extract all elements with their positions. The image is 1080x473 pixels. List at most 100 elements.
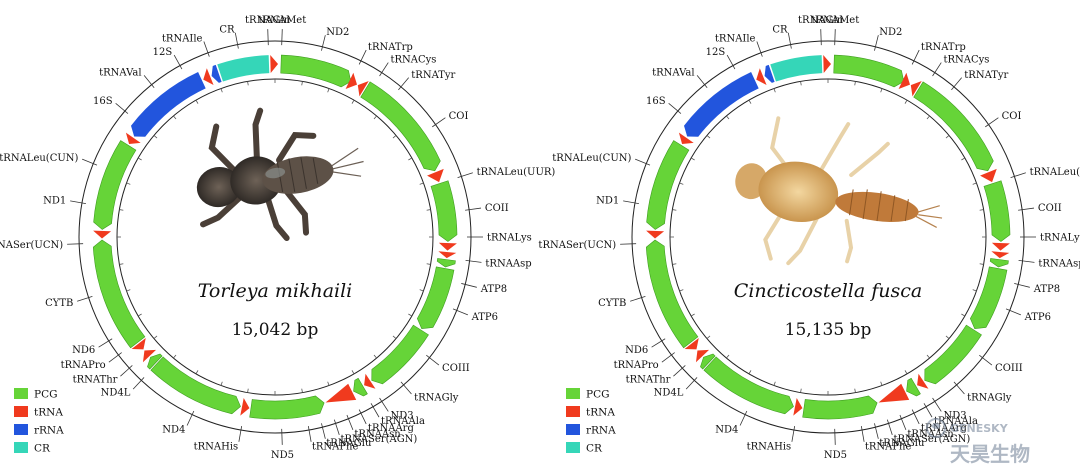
label-leader bbox=[739, 410, 748, 426]
gene-label: tRNALeu(CUN) bbox=[552, 153, 631, 164]
feature-ring bbox=[92, 54, 458, 420]
gene-label: ND3 bbox=[390, 410, 413, 421]
pcg-segment bbox=[646, 140, 690, 230]
tick-mark bbox=[706, 135, 711, 139]
label-leader bbox=[115, 102, 129, 114]
tick-mark bbox=[979, 209, 984, 211]
pcg-segment bbox=[924, 324, 982, 385]
tick-mark bbox=[854, 388, 856, 393]
gene-label: tRNAAsp bbox=[1038, 258, 1080, 269]
tick-mark bbox=[327, 88, 330, 93]
tick-mark bbox=[800, 388, 802, 393]
gene-label: ND4 bbox=[162, 425, 185, 436]
gene-label: tRNAArg bbox=[368, 423, 415, 434]
label-leader bbox=[98, 338, 113, 348]
gene-label: tRNAPro bbox=[61, 360, 106, 371]
cr-segment bbox=[770, 55, 823, 82]
label-leader bbox=[457, 172, 473, 179]
label-leader bbox=[398, 77, 410, 91]
legend-swatch-trna bbox=[14, 406, 28, 417]
tick-mark bbox=[926, 115, 930, 120]
pcg-segment bbox=[150, 356, 241, 415]
label-leader bbox=[67, 243, 84, 245]
tick-mark bbox=[126, 182, 131, 185]
trna-segment bbox=[427, 168, 444, 183]
tick-mark bbox=[945, 135, 950, 139]
label-leader bbox=[358, 49, 367, 65]
gene-labels: tRNAMet CR tRNAGln ND2 tRNATrp tRNACys tRNATyr… bbox=[538, 15, 1080, 461]
gene-label: tRNASer(AGN) bbox=[894, 434, 971, 445]
tick-mark bbox=[926, 354, 930, 359]
trna-segment bbox=[240, 397, 250, 416]
trna-segment bbox=[364, 373, 376, 389]
label-leader bbox=[173, 54, 183, 70]
inner-circle bbox=[669, 78, 987, 396]
label-leader bbox=[1018, 207, 1035, 211]
label-leader bbox=[281, 29, 283, 46]
label-leader bbox=[1005, 308, 1022, 316]
label-leader bbox=[465, 207, 482, 211]
label-leader bbox=[899, 414, 907, 431]
gene-label: tRNASer(AGN) bbox=[341, 434, 418, 445]
label-leader bbox=[874, 423, 879, 439]
tick-mark bbox=[195, 370, 199, 375]
gene-label: ND6 bbox=[72, 345, 95, 356]
pcg-segment bbox=[93, 140, 137, 230]
rrna-segment bbox=[683, 72, 759, 137]
tick-mark bbox=[153, 135, 158, 139]
gene-label: tRNAThr bbox=[626, 374, 671, 385]
tick-mark bbox=[301, 81, 303, 86]
gene-label: tRNASer(UCN) bbox=[538, 240, 616, 251]
label-leader bbox=[953, 381, 965, 395]
tick-mark bbox=[748, 370, 752, 375]
gene-label: tRNATyr bbox=[964, 70, 1008, 81]
tick-mark bbox=[351, 99, 355, 104]
legend-swatch-trna bbox=[566, 406, 580, 417]
tick-mark bbox=[373, 354, 377, 359]
legend-label: PCG bbox=[34, 389, 58, 401]
tick-mark bbox=[672, 263, 677, 265]
gene-label: tRNAGly bbox=[414, 392, 459, 403]
label-leader bbox=[668, 102, 682, 114]
label-leader bbox=[81, 158, 98, 166]
trna-segment bbox=[345, 72, 358, 89]
tick-ring bbox=[670, 79, 986, 395]
legend-label: tRNA bbox=[586, 407, 615, 419]
trna-segment bbox=[878, 383, 910, 403]
tick-mark bbox=[679, 289, 684, 292]
tick-mark bbox=[126, 289, 131, 292]
pcg-segment bbox=[92, 239, 146, 349]
label-leader bbox=[426, 354, 440, 366]
tick-mark bbox=[880, 88, 883, 93]
cincticostella-nymph-image bbox=[735, 116, 943, 266]
cr-segment bbox=[217, 55, 270, 82]
legend-swatch-pcg bbox=[566, 388, 580, 399]
tick-mark bbox=[301, 388, 303, 393]
label-leader bbox=[886, 419, 893, 435]
pcg-segment bbox=[645, 239, 699, 349]
pcg-segment bbox=[906, 377, 921, 397]
tick-mark bbox=[392, 335, 397, 339]
pcg-segment bbox=[353, 377, 368, 397]
tick-mark bbox=[972, 182, 977, 185]
gene-label: ND5 bbox=[271, 450, 294, 461]
genesky-logo-icon bbox=[926, 418, 946, 438]
legend-label: tRNA bbox=[34, 407, 63, 419]
trna-segment bbox=[325, 383, 357, 403]
tick-mark bbox=[972, 289, 977, 292]
label-leader bbox=[911, 409, 920, 425]
gene-label: ND4L bbox=[101, 388, 131, 399]
label-leader bbox=[400, 381, 412, 395]
pcg-segment bbox=[416, 266, 455, 329]
label-leader bbox=[203, 41, 210, 57]
legend-right: PCG tRNA rRNA CR bbox=[566, 388, 616, 455]
species-name: Torleya mikhaili bbox=[198, 280, 353, 302]
tick-mark bbox=[426, 209, 431, 211]
pcg-segment bbox=[700, 353, 716, 370]
gene-label: tRNASer(UCN) bbox=[0, 240, 63, 251]
tick-mark bbox=[690, 157, 695, 161]
pcg-segment bbox=[360, 81, 441, 172]
tick-mark bbox=[726, 354, 730, 359]
tick-mark bbox=[961, 313, 966, 317]
